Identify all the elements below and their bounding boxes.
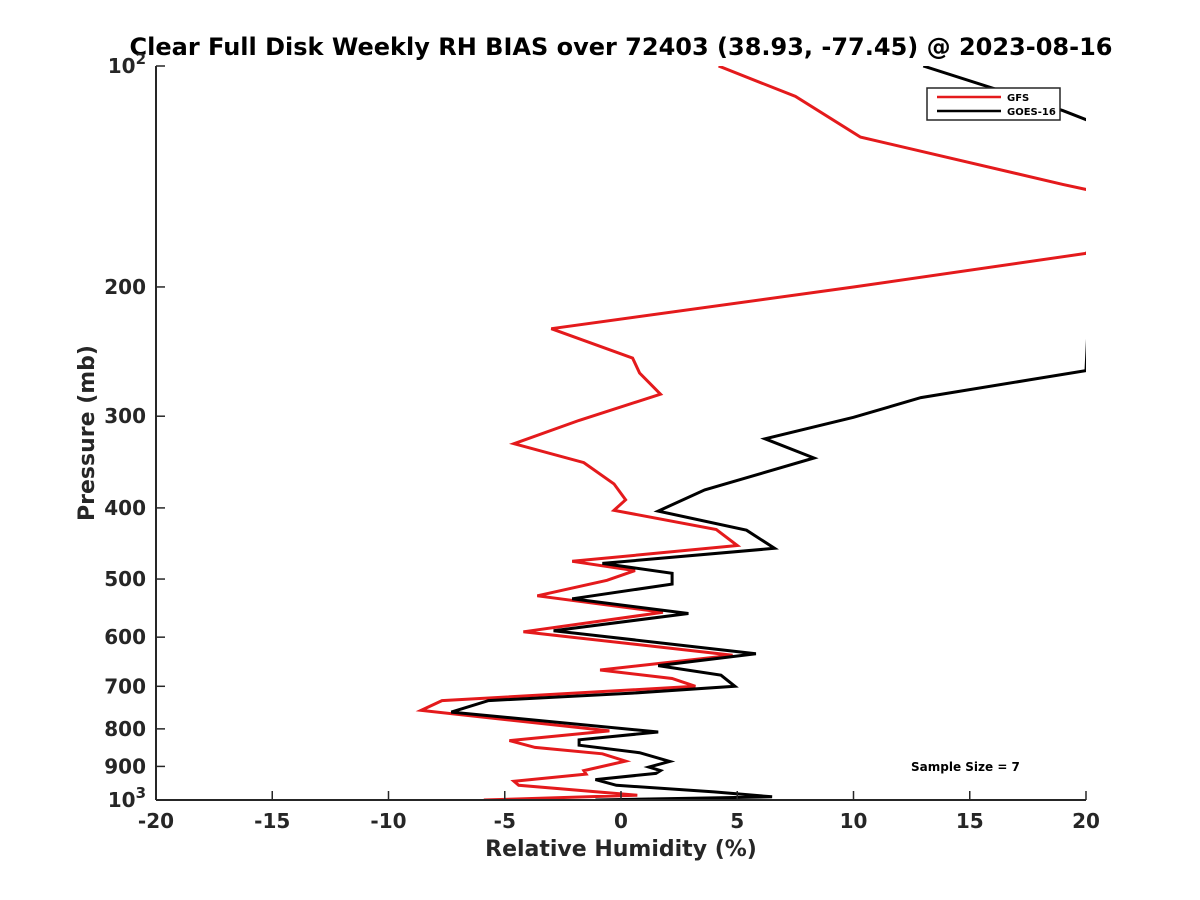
x-tick-label: 0 bbox=[614, 809, 628, 833]
series-layer bbox=[415, 66, 1086, 800]
x-tick-label: -15 bbox=[254, 809, 290, 833]
y-tick-label: 102 bbox=[108, 50, 146, 78]
y-tick-label: 600 bbox=[104, 625, 146, 649]
x-tick-label: -10 bbox=[370, 809, 406, 833]
series-line-goes-16 bbox=[450, 66, 1086, 800]
x-tick-label: 20 bbox=[1072, 809, 1100, 833]
y-ticks: 102 200 300 400 500 600 700 800 900 103 bbox=[104, 50, 165, 812]
legend-label-goes-16: GOES-16 bbox=[1007, 107, 1056, 118]
x-tick-label: 15 bbox=[956, 809, 984, 833]
x-tick-label: -20 bbox=[138, 809, 174, 833]
x-axis-label: Relative Humidity (%) bbox=[485, 837, 757, 862]
x-tick-label: -5 bbox=[494, 809, 516, 833]
y-tick-label: 500 bbox=[104, 567, 146, 591]
legend-label-gfs: GFS bbox=[1007, 93, 1029, 104]
series-line-gfs bbox=[415, 66, 1086, 800]
y-tick-label: 300 bbox=[104, 404, 146, 428]
y-tick-label: 103 bbox=[108, 784, 146, 812]
x-tick-label: 10 bbox=[840, 809, 868, 833]
legend: GFS GOES-16 bbox=[926, 87, 1061, 121]
sample-size-annotation: Sample Size = 7 bbox=[911, 760, 1020, 774]
y-tick-label: 700 bbox=[104, 674, 146, 698]
y-axis-label: Pressure (mb) bbox=[75, 345, 100, 521]
legend-box bbox=[926, 87, 1061, 121]
chart-title: Clear Full Disk Weekly RH BIAS over 7240… bbox=[130, 33, 1113, 61]
y-tick-label: 400 bbox=[104, 496, 146, 520]
y-tick-label: 800 bbox=[104, 717, 146, 741]
x-tick-label: 5 bbox=[730, 809, 744, 833]
y-tick-label: 200 bbox=[104, 275, 146, 299]
y-tick-label: 900 bbox=[104, 754, 146, 778]
x-ticks: -20 -15 -10 -5 0 5 10 15 20 bbox=[138, 791, 1100, 833]
